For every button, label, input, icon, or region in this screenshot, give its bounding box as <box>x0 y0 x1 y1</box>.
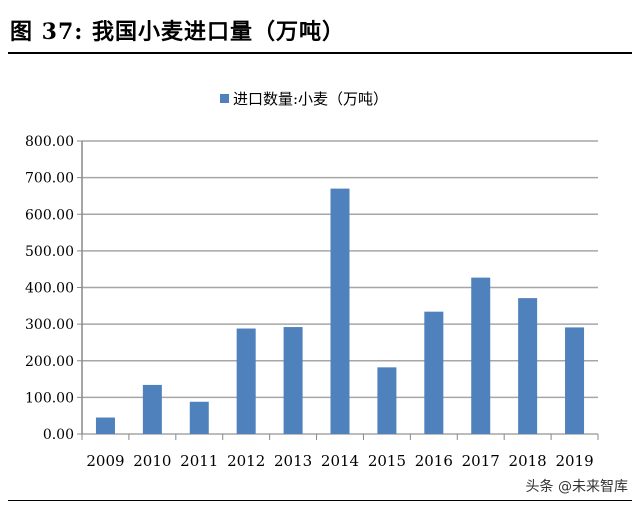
y-tick-label: 200.00 <box>25 354 74 370</box>
bar-2019 <box>565 327 585 434</box>
bar-2016 <box>424 311 444 434</box>
bar-2014 <box>330 188 350 434</box>
bar-2009 <box>95 417 115 434</box>
watermark: 头条 @未来智库 <box>525 479 628 495</box>
bar-2015 <box>377 367 397 434</box>
legend-label: 进口数量:小麦（万吨） <box>233 90 388 108</box>
bar-2010 <box>142 384 162 434</box>
y-tick-label: 800.00 <box>25 134 74 150</box>
x-tick-label: 2010 <box>133 452 171 470</box>
bar-2011 <box>189 401 209 434</box>
y-tick-label: 600.00 <box>25 207 74 223</box>
bar-2017 <box>471 277 491 434</box>
y-tick-label: 400.00 <box>25 281 74 297</box>
x-tick-label: 2013 <box>274 452 312 470</box>
y-tick-label: 0.00 <box>43 427 74 443</box>
x-tick-label: 2012 <box>227 452 265 470</box>
y-tick-label: 500.00 <box>25 244 74 260</box>
x-tick-label: 2018 <box>509 452 547 470</box>
bar-2018 <box>518 298 538 434</box>
x-tick-label: 2015 <box>368 452 406 470</box>
figure-title: 图 37: 我国小麦进口量（万吨） <box>10 19 346 45</box>
x-tick-label: 2016 <box>415 452 453 470</box>
x-tick-label: 2009 <box>86 452 124 470</box>
bar-2012 <box>236 328 256 434</box>
x-tick-label: 2014 <box>321 452 359 470</box>
title-rule <box>8 52 632 54</box>
x-tick-label: 2019 <box>555 452 593 470</box>
x-tick-label: 2017 <box>462 452 500 470</box>
y-tick-label: 700.00 <box>25 171 74 187</box>
y-tick-label: 100.00 <box>25 390 74 406</box>
x-tick-label: 2011 <box>180 452 218 470</box>
bottom-rule <box>8 500 632 501</box>
bar-2013 <box>283 327 303 434</box>
y-tick-label: 300.00 <box>25 317 74 333</box>
legend-swatch <box>220 94 229 103</box>
